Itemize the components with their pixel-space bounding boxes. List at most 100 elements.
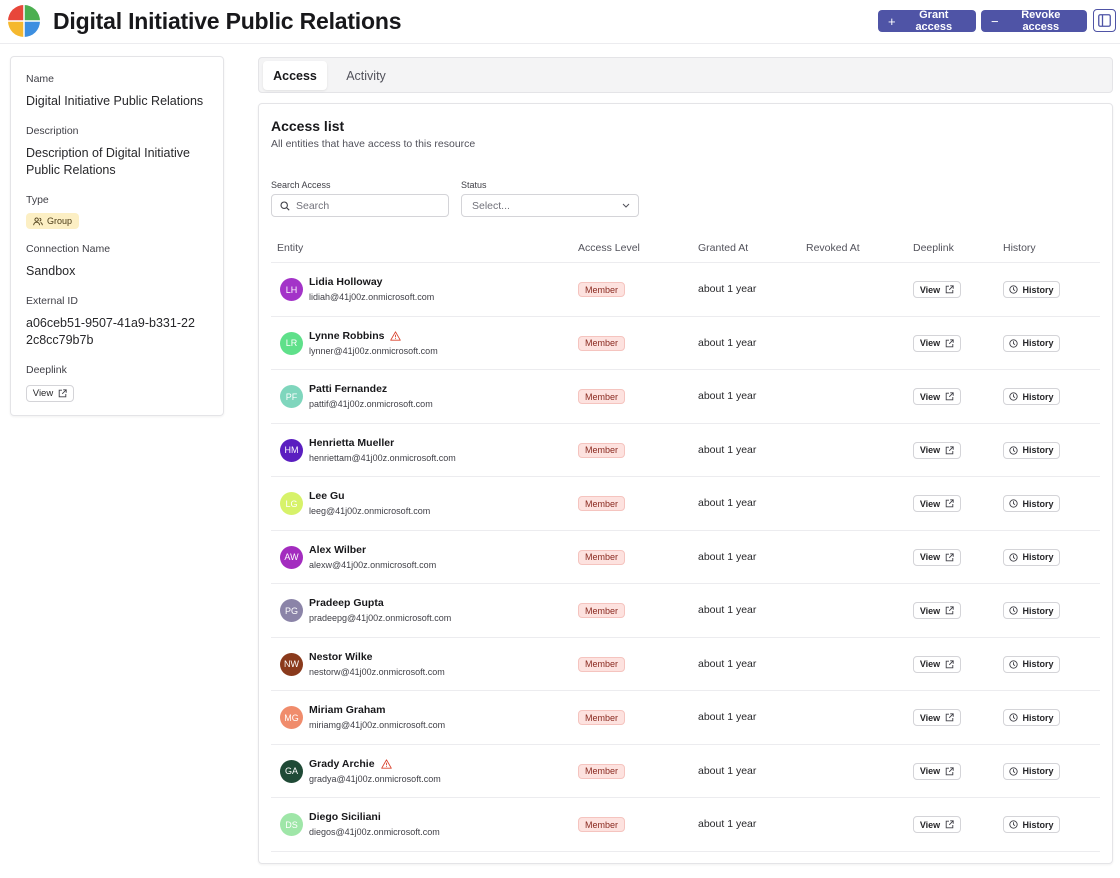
connection-label: Connection Name: [26, 243, 111, 255]
column-header-history: History: [1003, 242, 1036, 254]
minus-icon: −: [991, 13, 999, 29]
users-icon: [33, 216, 43, 225]
grant-access-button[interactable]: + Grant access: [878, 9, 976, 33]
deeplink-view-button[interactable]: View: [913, 388, 961, 405]
external-link-icon: [945, 392, 954, 401]
avatar: DS: [280, 813, 303, 836]
tab-activity[interactable]: Activity: [346, 68, 386, 83]
access-level-badge: Member: [578, 442, 626, 458]
deeplink-view-button[interactable]: View: [913, 548, 961, 566]
access-level-badge: Member: [578, 817, 626, 832]
panel-toggle-button[interactable]: [1093, 9, 1116, 32]
external-link-icon: [58, 389, 67, 398]
entity-name-cell: Nestor Wilke: [309, 651, 373, 663]
tab-access[interactable]: Access: [263, 61, 327, 90]
avatar: NW: [280, 652, 303, 676]
history-label: History: [1022, 445, 1054, 455]
deeplink-view-button[interactable]: View: [913, 709, 961, 726]
table-row: HM Henrietta Mueller henriettam@41j00z.onm…: [271, 424, 1100, 477]
history-button[interactable]: History: [1003, 441, 1060, 459]
deeplink-view-button[interactable]: View: [913, 816, 961, 833]
view-label: View: [919, 445, 941, 455]
clock-icon: [1009, 392, 1019, 401]
history-button[interactable]: History: [1003, 281, 1060, 298]
view-label: View: [919, 605, 941, 616]
entity-name-cell: Pradeep Gupta: [309, 597, 384, 609]
clock-icon: [1009, 820, 1019, 829]
granted-at: about 1 year: [698, 711, 757, 723]
external-id-label: External ID: [26, 295, 78, 307]
grant-access-label: Grant access: [915, 9, 953, 33]
deeplink-view-label: View: [32, 388, 54, 399]
entity-name: Lynne Robbins: [309, 329, 385, 342]
search-input[interactable]: [296, 199, 436, 212]
name-value: Digital Initiative Public Relations: [26, 94, 204, 108]
external-link-icon: [945, 766, 954, 775]
entity-email: lynner@41j00z.onmicrosoft.com: [309, 345, 438, 356]
deeplink-view-button[interactable]: View: [913, 334, 961, 352]
clock-icon: [1009, 338, 1019, 348]
deeplink-view-button[interactable]: View: [913, 281, 961, 298]
deeplink-view-button[interactable]: View: [913, 602, 961, 619]
history-button[interactable]: History: [1003, 548, 1060, 566]
history-label: History: [1022, 605, 1054, 616]
resource-details-card: Name Digital Initiative Public Relations…: [10, 56, 224, 416]
history-button[interactable]: History: [1003, 655, 1060, 673]
history-button[interactable]: History: [1003, 709, 1060, 726]
status-select-value: Select...: [472, 199, 510, 212]
deeplink-view-button[interactable]: View: [26, 385, 74, 402]
entity-email: lidiah@41j00z.onmicrosoft.com: [309, 292, 435, 302]
entity-name: Pradeep Gupta: [309, 597, 384, 609]
revoke-access-button[interactable]: − Revoke access: [981, 9, 1087, 33]
external-link-icon: [945, 820, 954, 829]
view-label: View: [919, 766, 941, 776]
entity-name: Grady Archie: [309, 757, 375, 770]
granted-at: about 1 year: [698, 550, 757, 563]
deeplink-view-button[interactable]: View: [913, 655, 961, 673]
avatar: PF: [280, 385, 303, 408]
avatar: LG: [280, 492, 303, 515]
deeplink-view-button[interactable]: View: [913, 495, 961, 512]
history-button[interactable]: History: [1003, 495, 1060, 512]
view-label: View: [919, 284, 941, 295]
granted-at: about 1 year: [698, 604, 757, 616]
warning-icon: [380, 758, 392, 769]
entity-email: henriettam@41j00z.onmicrosoft.com: [309, 452, 456, 463]
deeplink-view-button[interactable]: View: [913, 762, 961, 780]
external-link-icon: [945, 285, 954, 294]
granted-at: about 1 year: [698, 443, 757, 456]
history-label: History: [1022, 284, 1054, 295]
clock-icon: [1009, 552, 1019, 562]
table-row: NW Nestor Wilke nestorw@41j00z.onmicrosoft…: [271, 638, 1100, 691]
chevron-down-icon: [622, 203, 630, 208]
history-button[interactable]: History: [1003, 388, 1060, 405]
view-label: View: [919, 552, 941, 562]
entity-name-cell: Miriam Graham: [309, 704, 385, 716]
avatar: PG: [280, 599, 303, 622]
entity-email: leeg@41j00z.onmicrosoft.com: [309, 506, 431, 516]
history-button[interactable]: History: [1003, 602, 1060, 619]
clock-icon: [1009, 713, 1019, 722]
granted-at: about 1 year: [698, 283, 757, 295]
clock-icon: [1009, 445, 1019, 455]
status-select[interactable]: Select...: [461, 194, 639, 217]
entity-name: Diego Siciliani: [309, 811, 381, 823]
avatar: GA: [280, 759, 303, 783]
history-button[interactable]: History: [1003, 762, 1060, 780]
access-level-badge: Member: [578, 335, 626, 351]
entity-name-cell: Henrietta Mueller: [309, 437, 394, 449]
avatar: AW: [280, 545, 303, 569]
entity-email: gradya@41j00z.onmicrosoft.com: [309, 773, 441, 784]
deeplink-view-button[interactable]: View: [913, 441, 961, 459]
search-icon: [280, 200, 290, 211]
view-label: View: [919, 391, 941, 402]
entity-name-cell: Diego Siciliani: [309, 811, 381, 823]
external-link-icon: [945, 499, 954, 508]
entity-name-cell: Grady Archie: [309, 758, 392, 770]
history-button[interactable]: History: [1003, 816, 1060, 833]
panel-toggle-icon: [1098, 14, 1111, 27]
search-field[interactable]: [271, 194, 449, 217]
granted-at: about 1 year: [698, 764, 757, 777]
table-row: DS Diego Siciliani diegos@41j00z.onmicroso…: [271, 798, 1100, 852]
history-button[interactable]: History: [1003, 334, 1060, 352]
